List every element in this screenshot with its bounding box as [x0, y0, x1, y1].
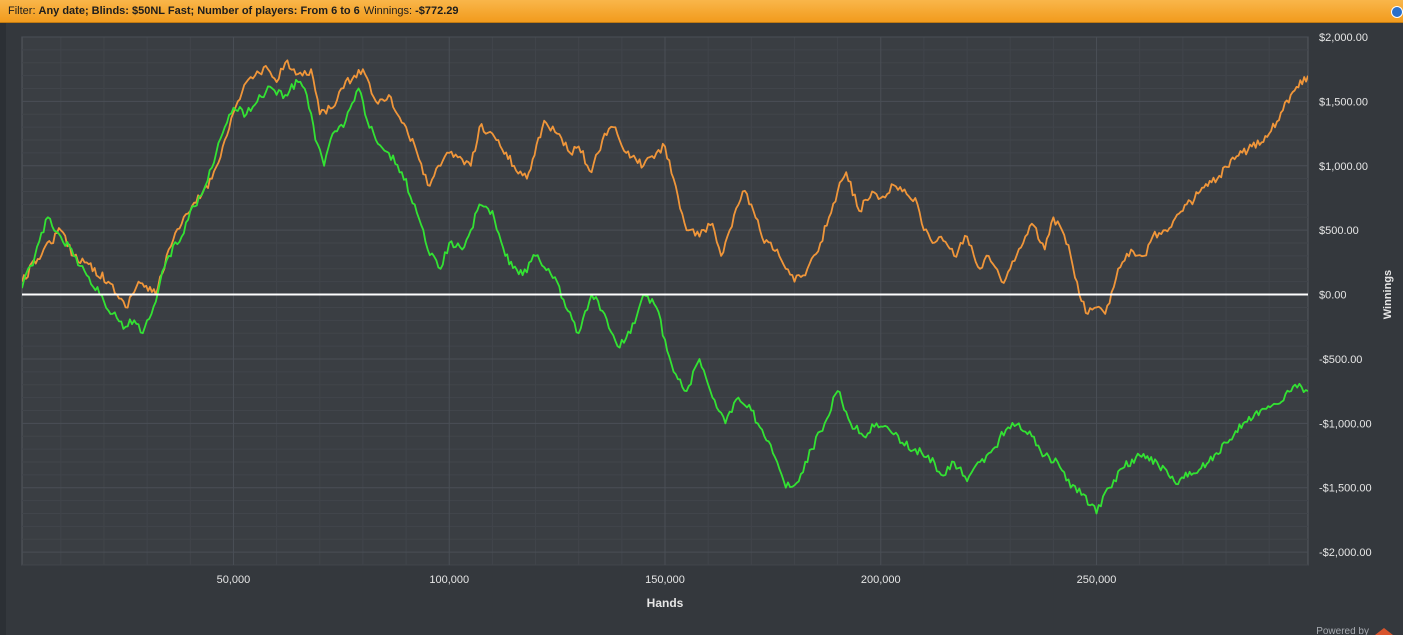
- x-tick-label: 250,000: [1077, 574, 1117, 586]
- series-layer: [22, 59, 1308, 515]
- window-left-edge: [0, 23, 6, 635]
- logo-icon: [1375, 628, 1393, 635]
- x-tick-label: 200,000: [861, 574, 901, 586]
- y-tick-label: -$500.00: [1319, 354, 1362, 366]
- x-tick-label: 150,000: [645, 574, 685, 586]
- y-tick-label: $1,500.00: [1319, 96, 1368, 108]
- y-tick-label: -$1,500.00: [1319, 483, 1372, 495]
- y-axis-tick-labels: $2,000.00 $1,500.00 $1,000.00 $500.00 $0.00 -…: [1319, 32, 1372, 559]
- y-tick-label: -$2,000.00: [1319, 547, 1372, 559]
- x-axis-tick-labels: 50,000 100,000 150,000 200,000 250,000: [217, 574, 1117, 586]
- filter-criteria: Any date; Blinds: $50NL Fast; Number of …: [38, 5, 360, 17]
- y-tick-label: $1,000.00: [1319, 161, 1368, 173]
- x-tick-label: 50,000: [217, 574, 251, 586]
- y-tick-label: $2,000.00: [1319, 32, 1368, 44]
- winnings-value: -$772.29: [415, 5, 459, 17]
- y-tick-label: $500.00: [1319, 225, 1359, 237]
- series-line-2: [22, 79, 1308, 515]
- y-axis-title: Winnings: [1382, 270, 1394, 319]
- info-icon[interactable]: [1391, 6, 1403, 18]
- powered-by-label: Powered by: [1316, 627, 1369, 635]
- series-line-1: [22, 59, 1308, 315]
- x-tick-label: 100,000: [429, 574, 469, 586]
- filter-prefix: Filter:: [8, 5, 36, 17]
- winnings-label: Winnings:: [363, 5, 413, 17]
- x-axis-title: Hands: [647, 596, 684, 610]
- y-tick-label: $0.00: [1319, 290, 1347, 302]
- major-gridlines: [22, 36, 1308, 565]
- filter-bar[interactable]: Filter: Any date; Blinds: $50NL Fast; Num…: [0, 0, 1403, 23]
- y-tick-label: -$1,000.00: [1319, 418, 1372, 430]
